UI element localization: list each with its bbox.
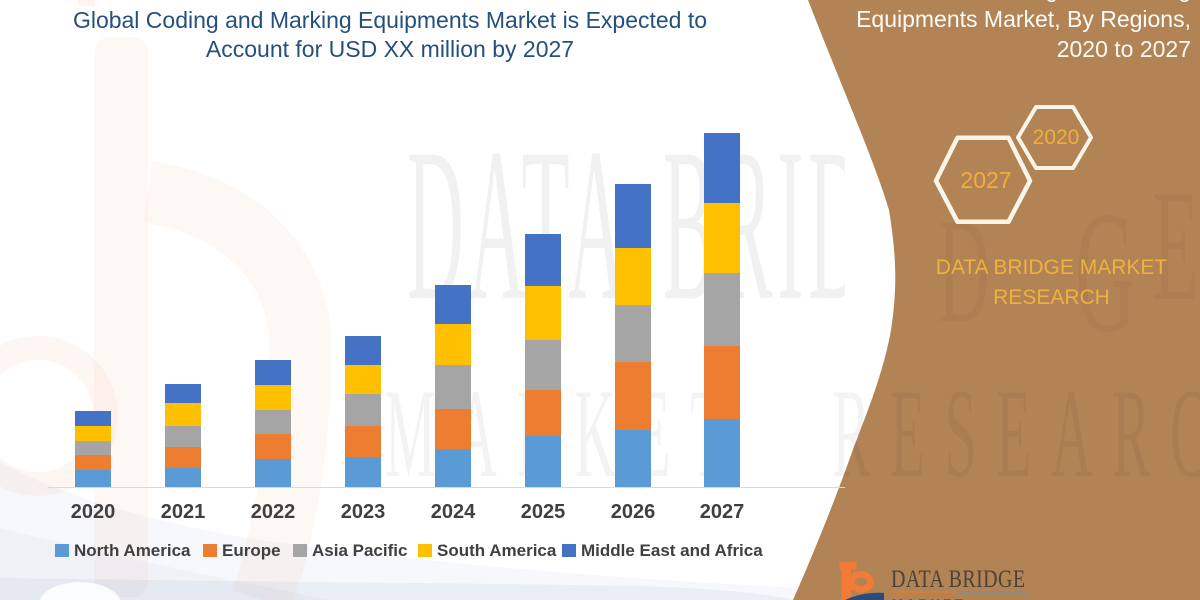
svg-text:2020: 2020 <box>1033 126 1080 149</box>
svg-text:2027: 2027 <box>960 167 1011 193</box>
